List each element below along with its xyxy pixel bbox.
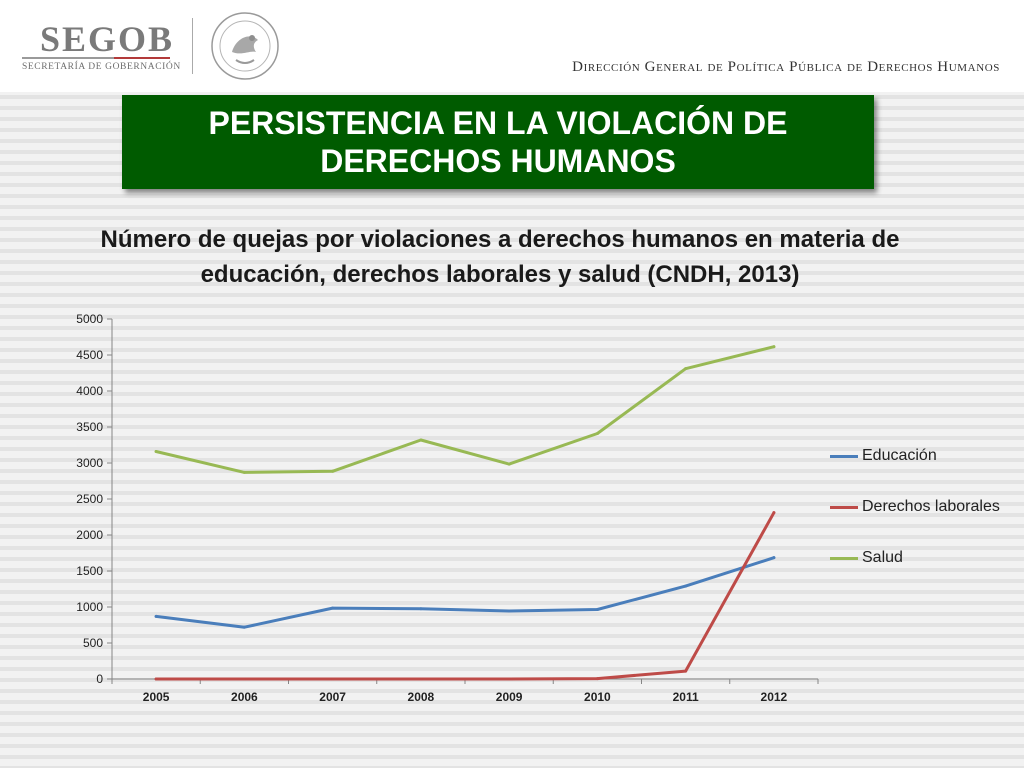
chart-title: Número de quejas por violaciones a derec… [100, 226, 900, 288]
slide-title: PERSISTENCIA EN LA VIOLACIÓN DE DERECHOS… [208, 105, 788, 179]
data-point-salud [154, 449, 158, 453]
data-point-educacion [772, 556, 776, 560]
data-point-derechos-laborales [684, 669, 688, 673]
data-point-salud [507, 462, 511, 466]
series-line-derechos-laborales [154, 511, 776, 681]
data-point-educacion [154, 614, 158, 618]
header-divider [192, 18, 193, 74]
data-point-salud [684, 367, 688, 371]
y-tick-label: 2500 [76, 492, 103, 506]
logo-rule [22, 57, 170, 59]
data-point-salud [419, 438, 423, 442]
x-tick-label: 2006 [231, 690, 258, 704]
legend-label: Salud [862, 549, 903, 566]
x-tick-label: 2011 [673, 690, 699, 704]
legend-label: Derechos laborales [862, 498, 1000, 515]
logo-rule-accent [114, 57, 170, 59]
legend-swatch [830, 454, 858, 458]
data-point-educacion [595, 608, 599, 612]
data-point-derechos-laborales [242, 677, 246, 681]
data-point-derechos-laborales [419, 677, 423, 681]
logo-subtitle: SECRETARÍA DE GOBERNACIÓN [22, 62, 181, 72]
data-point-educacion [242, 625, 246, 629]
data-point-educacion [507, 609, 511, 613]
y-tick-label: 3000 [76, 456, 103, 470]
legend-item-educacion: Educación [830, 446, 1020, 466]
y-tick-label: 3500 [76, 420, 103, 434]
chart-legend: Educación Derechos laborales Salud [830, 446, 1020, 599]
y-tick-label: 1500 [76, 564, 103, 578]
data-point-salud [331, 469, 335, 473]
y-tick-label: 4500 [76, 348, 103, 362]
slide-header: SEGOB SECRETARÍA DE GOBERNACIÓN Direcció… [0, 0, 1024, 92]
data-point-salud [772, 345, 776, 349]
y-tick-label: 5000 [76, 312, 103, 326]
department-title: Dirección General de Política Pública de… [572, 59, 1000, 75]
data-point-salud [595, 431, 599, 435]
data-point-derechos-laborales [331, 677, 335, 681]
data-point-derechos-laborales [154, 677, 158, 681]
data-point-derechos-laborales [772, 511, 776, 515]
x-tick-label: 2008 [408, 690, 435, 704]
data-point-educacion [684, 584, 688, 588]
data-point-derechos-laborales [595, 677, 599, 681]
legend-item-salud: Salud [830, 548, 1020, 568]
series-line-educacion [154, 556, 776, 629]
x-tick-label: 2005 [143, 690, 170, 704]
x-tick-label: 2012 [761, 690, 788, 704]
data-point-salud [242, 470, 246, 474]
national-seal-icon [211, 12, 279, 80]
segob-logo: SEGOB SECRETARÍA DE GOBERNACIÓN [22, 19, 180, 74]
y-tick-label: 1000 [76, 600, 103, 614]
data-point-educacion [419, 607, 423, 611]
y-tick-label: 2000 [76, 528, 103, 542]
line-chart: 0 500 1000 1500 2000 2500 3000 3500 4000 4500 5000… [76, 312, 819, 704]
legend-label: Educación [862, 447, 937, 464]
data-point-educacion [331, 606, 335, 610]
series-line-salud [154, 345, 776, 474]
x-tick-label: 2009 [496, 690, 523, 704]
x-tick-label: 2007 [319, 690, 346, 704]
legend-item-derechos-laborales: Derechos laborales [830, 497, 1020, 517]
y-tick-label: 0 [96, 672, 103, 686]
data-point-derechos-laborales [507, 677, 511, 681]
x-tick-label: 2010 [584, 690, 611, 704]
slide-title-box: PERSISTENCIA EN LA VIOLACIÓN DE DERECHOS… [122, 95, 874, 189]
logo-wordmark: SEGOB [40, 19, 175, 59]
legend-swatch [830, 505, 858, 509]
y-tick-label: 4000 [76, 384, 103, 398]
legend-swatch [830, 556, 858, 560]
y-tick-label: 500 [83, 636, 103, 650]
